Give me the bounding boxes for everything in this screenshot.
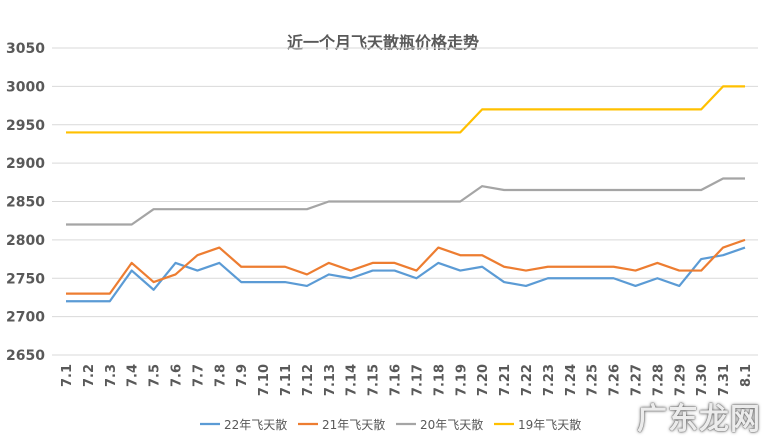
x-tick-label: 7.19 (454, 364, 469, 396)
x-tick-label: 7.30 (695, 364, 710, 396)
y-tick-label: 2950 (6, 118, 45, 134)
legend-label: 21年飞天散 (322, 417, 385, 432)
x-tick-label: 7.15 (367, 364, 382, 396)
y-tick-label: 2800 (6, 233, 45, 249)
x-tick-label: 7.21 (498, 364, 513, 396)
x-tick-label: 7.5 (148, 364, 163, 387)
x-tick-label: 7.3 (104, 364, 119, 387)
legend-label: 19年飞天散 (518, 417, 581, 432)
x-tick-label: 7.9 (235, 364, 250, 387)
watermark: 广东龙网 (637, 402, 761, 437)
x-tick-label: 7.23 (542, 364, 557, 396)
x-tick-label: 7.20 (476, 364, 491, 396)
y-tick-label: 2850 (6, 195, 45, 211)
x-tick-label: 7.11 (279, 364, 294, 396)
x-tick-label: 7.6 (170, 364, 185, 387)
x-tick-label: 7.17 (410, 364, 425, 396)
x-tick-label: 7.13 (323, 364, 338, 396)
y-tick-label: 2900 (6, 156, 45, 172)
x-tick-label: 7.26 (608, 364, 623, 396)
series-line (66, 238, 746, 295)
x-tick-label: 7.28 (651, 364, 666, 396)
x-tick-label: 7.18 (432, 364, 447, 396)
series-line (66, 246, 746, 303)
x-tick-label: 7.25 (586, 364, 601, 396)
chart-title: 近一个月飞天散瓶价格走势 (287, 33, 479, 52)
series-line (66, 85, 745, 134)
x-tick-label: 7.7 (191, 364, 206, 387)
x-tick-label: 7.10 (257, 364, 272, 396)
x-tick-label: 7.31 (717, 364, 732, 396)
y-tick-label: 3050 (6, 41, 45, 57)
x-tick-label: 7.1 (60, 364, 75, 387)
y-tick-label: 2650 (6, 348, 45, 364)
x-tick-label: 7.16 (389, 364, 404, 396)
legend-label: 22年飞天散 (224, 417, 287, 432)
legend-label: 20年飞天散 (420, 417, 483, 432)
y-tick-label: 2750 (6, 271, 45, 287)
x-tick-label: 7.27 (629, 364, 644, 396)
x-tick-label: 7.24 (564, 364, 579, 396)
x-tick-label: 7.22 (520, 364, 535, 396)
x-tick-label: 7.14 (345, 364, 360, 396)
x-tick-label: 7.12 (301, 364, 316, 396)
x-tick-label: 7.4 (126, 364, 141, 387)
x-tick-label: 7.29 (673, 364, 688, 396)
x-tick-label: 7.8 (213, 364, 228, 387)
y-tick-label: 3000 (6, 79, 45, 95)
series-line (66, 177, 745, 226)
x-tick-label: 8.1 (739, 364, 754, 387)
x-tick-label: 7.2 (82, 364, 97, 387)
y-tick-label: 2700 (6, 310, 45, 326)
